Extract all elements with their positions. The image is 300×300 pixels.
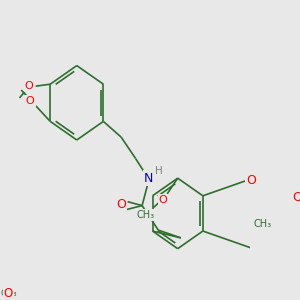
Text: N: N	[144, 172, 153, 185]
Text: O: O	[26, 96, 34, 106]
Text: CH₃: CH₃	[254, 219, 272, 229]
Text: O: O	[4, 288, 13, 298]
Text: H: H	[4, 288, 12, 298]
Text: O: O	[4, 288, 13, 298]
Text: H: H	[155, 166, 163, 176]
Text: CH₃: CH₃	[0, 289, 16, 298]
Text: CH₃: CH₃	[0, 289, 16, 298]
Text: O: O	[116, 198, 126, 211]
Text: O: O	[292, 191, 300, 204]
Text: CH₃: CH₃	[136, 210, 155, 220]
Text: O: O	[247, 174, 256, 187]
Text: N: N	[4, 287, 13, 300]
Text: O: O	[4, 287, 13, 300]
Text: O: O	[25, 81, 34, 91]
Text: O: O	[159, 195, 167, 205]
